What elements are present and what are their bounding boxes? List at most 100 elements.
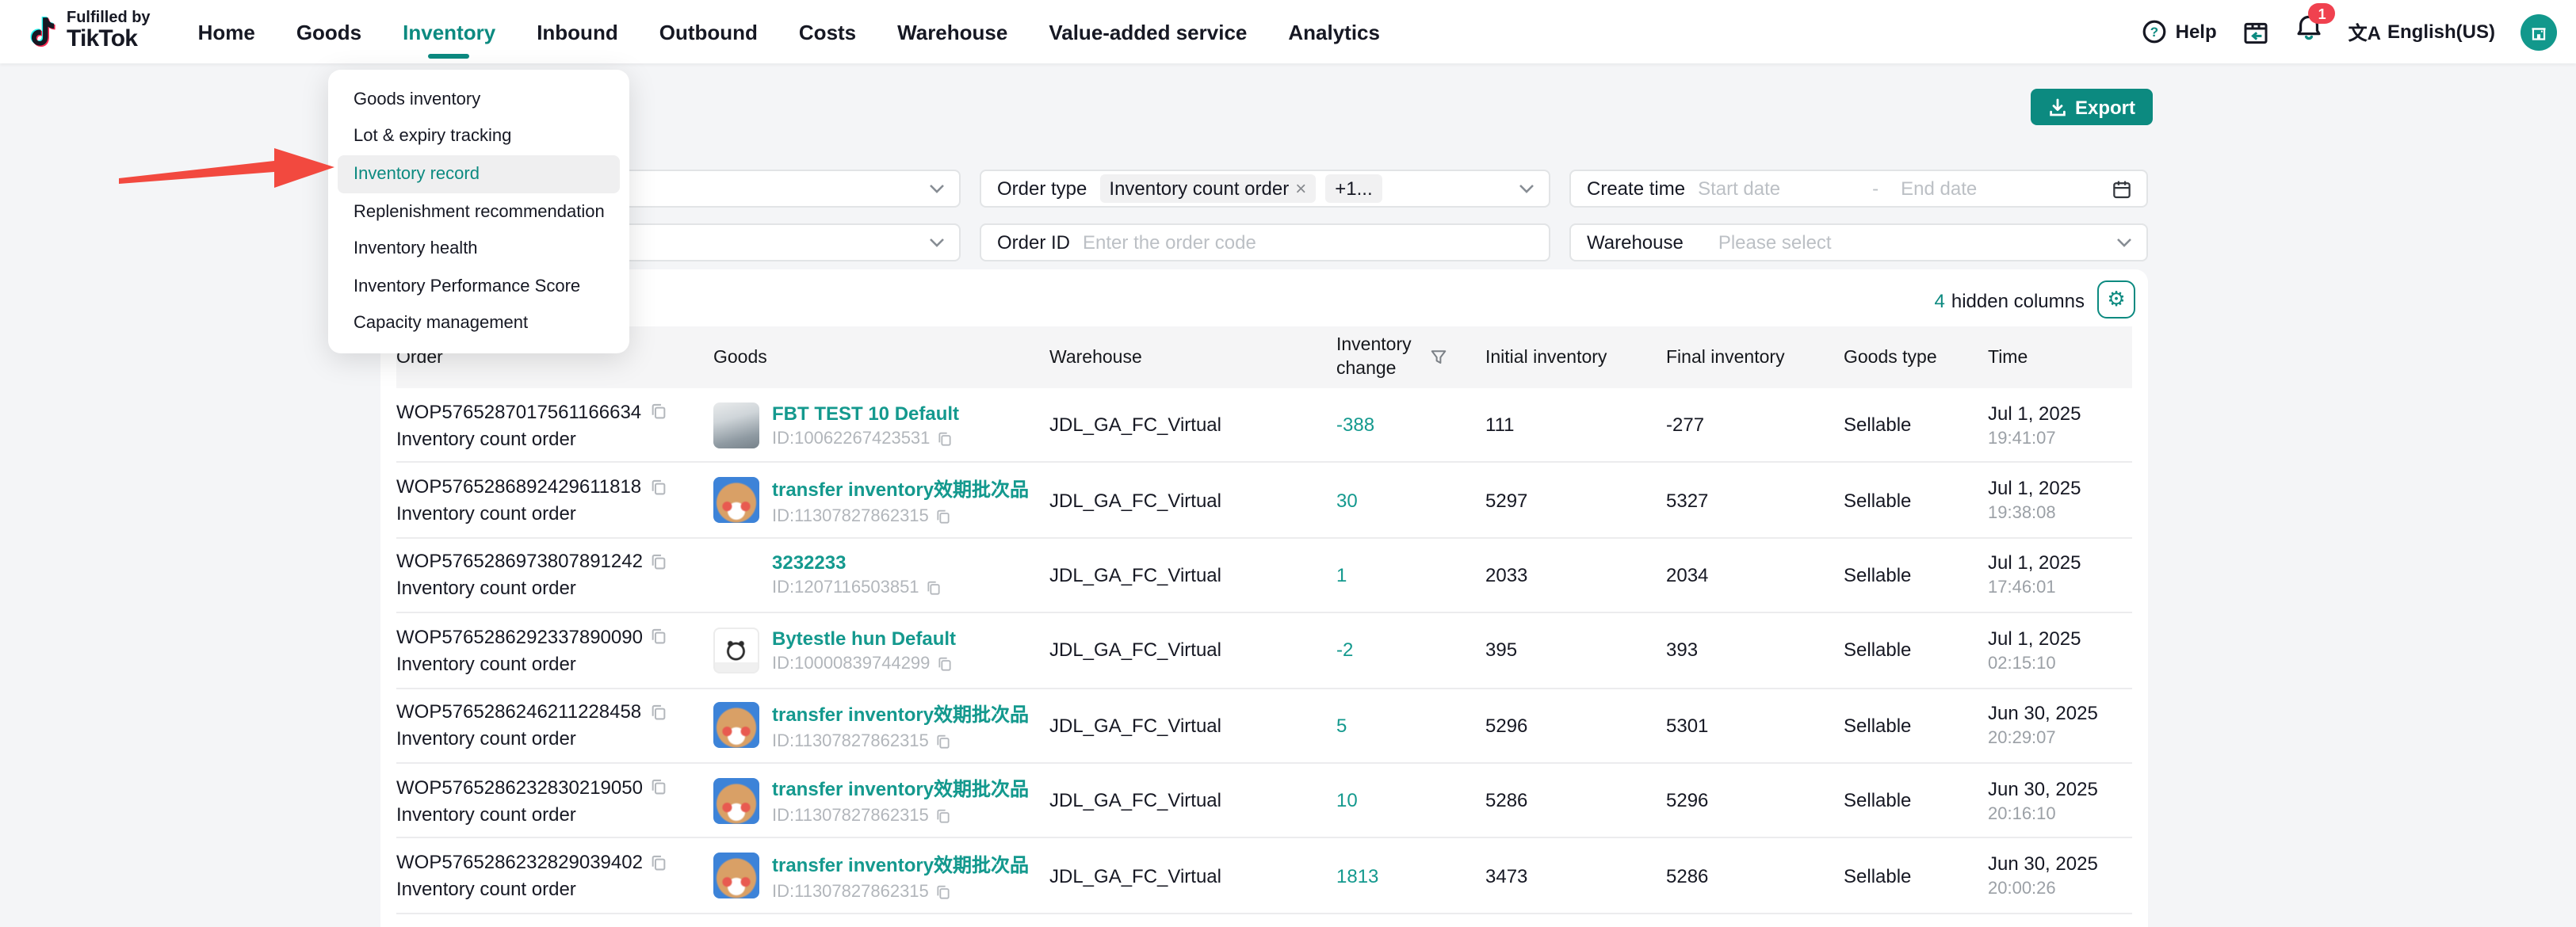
inventory-change-value[interactable]: 10: [1336, 789, 1358, 812]
menu-item-inventory-record[interactable]: Inventory record: [338, 155, 621, 193]
inventory-change-value[interactable]: -2: [1336, 639, 1354, 662]
goods-id: ID:10000839744299: [772, 654, 931, 673]
date-value: Jul 1, 2025: [1988, 551, 2081, 574]
goods-name-link[interactable]: transfer inventory效期批次品: [772, 853, 1030, 876]
initial-inventory-value: 2033: [1485, 563, 1528, 586]
table-row[interactable]: WOP5765286232829039402 Inventory count o…: [396, 838, 2132, 914]
order-type: Inventory count order: [396, 427, 576, 450]
chevron-down-icon[interactable]: [929, 184, 945, 193]
table-row[interactable]: WOP5765286292337890090 Inventory count o…: [396, 613, 2132, 689]
nav-item-warehouse[interactable]: Warehouse: [897, 20, 1008, 44]
copy-icon[interactable]: [651, 628, 668, 646]
fulfilled-by-tiktok-logo[interactable]: Fulfilled by TikTok: [22, 10, 151, 53]
inventory-change-value[interactable]: 5: [1336, 714, 1347, 737]
notifications-button[interactable]: 1: [2296, 3, 2336, 49]
column-settings-button[interactable]: ⚙: [2097, 280, 2135, 319]
table-body: WOP5765287017561166634 Inventory count o…: [396, 388, 2132, 914]
copy-icon[interactable]: [936, 656, 952, 672]
copy-icon[interactable]: [649, 704, 667, 721]
date-value: Jun 30, 2025: [1988, 777, 2098, 800]
menu-item-inventory-performance-score[interactable]: Inventory Performance Score: [354, 277, 581, 296]
date-value: Jul 1, 2025: [1988, 477, 2081, 500]
nav-item-costs[interactable]: Costs: [798, 20, 857, 44]
menu-item-goods-inventory[interactable]: Goods inventory: [354, 90, 481, 109]
goods-name-link[interactable]: FBT TEST 10 Default: [772, 402, 960, 425]
copy-icon[interactable]: [935, 508, 951, 524]
copy-icon[interactable]: [651, 553, 668, 570]
export-button[interactable]: Export: [2030, 89, 2153, 125]
goods-name-link[interactable]: transfer inventory效期批次品: [772, 478, 1030, 501]
help-button[interactable]: ? Help: [2142, 19, 2217, 44]
time-value: 20:29:07: [1988, 729, 2056, 749]
copy-icon[interactable]: [936, 430, 952, 446]
inventory-change-value[interactable]: -388: [1336, 414, 1375, 437]
tag-close-icon[interactable]: ×: [1295, 177, 1307, 200]
nav-item-inbound[interactable]: Inbound: [537, 20, 618, 44]
order-id-placeholder[interactable]: Enter the order code: [1083, 231, 1256, 254]
annotation-arrow: [119, 148, 334, 188]
order-type-more-tag[interactable]: +1...: [1325, 174, 1382, 203]
menu-item-inventory-health[interactable]: Inventory health: [354, 239, 478, 259]
warehouse-filter[interactable]: Warehouse Please select: [1569, 223, 2148, 261]
translate-icon: 文A: [2348, 21, 2381, 44]
menu-item-replenishment-recommendation[interactable]: Replenishment recommendation: [354, 202, 605, 222]
order-type-tag[interactable]: Inventory count order ×: [1099, 174, 1317, 203]
inventory-change-value[interactable]: 1813: [1336, 864, 1379, 887]
table-row[interactable]: WOP5765287017561166634 Inventory count o…: [396, 388, 2132, 464]
order-type: Inventory count order: [396, 727, 576, 750]
final-inventory-value: 2034: [1666, 563, 1709, 586]
goods-type-value: Sellable: [1844, 414, 1912, 437]
copy-icon[interactable]: [935, 883, 951, 899]
language-selector[interactable]: 文A English(US): [2349, 18, 2495, 45]
final-inventory-value: 5327: [1666, 489, 1709, 512]
account-avatar[interactable]: [2521, 13, 2557, 50]
order-type-filter[interactable]: Order type Inventory count order × +1...: [980, 170, 1550, 208]
column-header-final-inventory: Final inventory: [1666, 348, 1785, 367]
nav-item-goods[interactable]: Goods: [296, 20, 362, 44]
date-range-separator: -: [1872, 177, 1879, 200]
nav-item-value-added-service[interactable]: Value-added service: [1049, 20, 1248, 44]
inventory-record-panel: 4 hidden columns ⚙ Order Goods Warehouse …: [380, 269, 2148, 927]
filter-funnel-icon[interactable]: [1430, 349, 1447, 366]
goods-name-link[interactable]: Bytestle hun Default: [772, 627, 957, 650]
chevron-down-icon[interactable]: [929, 238, 945, 247]
goods-name-link[interactable]: 3232233: [772, 551, 847, 574]
inventory-change-value[interactable]: 1: [1336, 563, 1347, 586]
order-id-filter[interactable]: Order ID Enter the order code: [980, 223, 1550, 261]
copy-icon[interactable]: [935, 808, 951, 824]
nav-item-outbound[interactable]: Outbound: [659, 20, 758, 44]
start-date-placeholder[interactable]: Start date: [1698, 177, 1781, 200]
nav-item-inventory[interactable]: Inventory: [403, 20, 496, 44]
copy-icon[interactable]: [935, 734, 951, 750]
order-id-label: Order ID: [997, 231, 1071, 254]
copy-icon[interactable]: [649, 402, 667, 420]
time-cell: Jun 30, 2025 20:16:10: [1969, 777, 2148, 823]
copy-icon[interactable]: [649, 478, 667, 495]
copy-icon[interactable]: [651, 778, 668, 795]
goods-type-value: Sellable: [1844, 714, 1912, 737]
chevron-down-icon[interactable]: [2116, 238, 2132, 247]
warehouse-cell: JDL_GA_FC_Virtual: [1049, 563, 1221, 586]
table-row[interactable]: WOP5765286973807891242 Inventory count o…: [396, 538, 2132, 614]
order-type-label: Order type: [997, 177, 1087, 200]
table-row[interactable]: WOP5765286892429611818 Inventory count o…: [396, 463, 2132, 539]
nav-item-home[interactable]: Home: [197, 20, 255, 44]
calendar-icon[interactable]: [2112, 178, 2132, 199]
order-type: Inventory count order: [396, 652, 576, 675]
goods-name-link[interactable]: transfer inventory效期批次品: [772, 703, 1030, 726]
column-header-time: Time: [1988, 348, 2028, 367]
nav-item-analytics[interactable]: Analytics: [1288, 20, 1380, 44]
chevron-down-icon[interactable]: [1519, 184, 1535, 193]
menu-item-lot-expiry-tracking[interactable]: Lot & expiry tracking: [354, 127, 512, 147]
end-date-placeholder[interactable]: End date: [1901, 177, 1978, 200]
returns-package-icon[interactable]: [2242, 18, 2271, 45]
goods-name-link[interactable]: transfer inventory效期批次品: [772, 778, 1030, 801]
copy-icon[interactable]: [651, 853, 668, 871]
menu-item-capacity-management[interactable]: Capacity management: [354, 314, 529, 334]
copy-icon[interactable]: [926, 581, 942, 597]
inventory-change-value[interactable]: 30: [1336, 489, 1358, 512]
table-row[interactable]: WOP5765286246211228458 Inventory count o…: [396, 689, 2132, 764]
create-time-filter[interactable]: Create time Start date - End date: [1569, 170, 2148, 208]
order-id: WOP5765286892429611818: [396, 475, 642, 498]
table-row[interactable]: WOP5765286232830219050 Inventory count o…: [396, 763, 2132, 839]
